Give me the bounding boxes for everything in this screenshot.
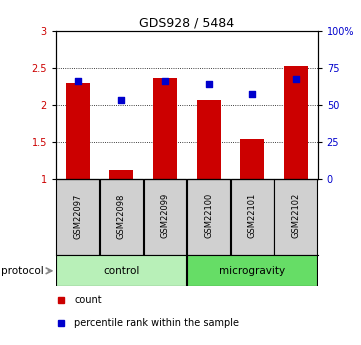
Point: [75, 78, 81, 83]
Bar: [56, 179, 99, 255]
Text: GSM22102: GSM22102: [291, 193, 300, 238]
Bar: [274, 179, 317, 255]
Text: percentile rank within the sample: percentile rank within the sample: [74, 318, 239, 327]
Bar: [100, 179, 143, 255]
Text: control: control: [103, 266, 140, 276]
Bar: [56, 255, 186, 286]
Text: GSM22100: GSM22100: [204, 193, 213, 238]
Bar: [109, 170, 133, 179]
Bar: [187, 179, 230, 255]
Bar: [144, 179, 186, 255]
Bar: [284, 66, 308, 179]
Point: [118, 97, 124, 103]
Bar: [197, 100, 221, 179]
Text: GSM22101: GSM22101: [248, 193, 257, 238]
Bar: [187, 255, 317, 286]
Text: GSM22097: GSM22097: [73, 193, 82, 238]
Bar: [66, 83, 90, 179]
Bar: [240, 139, 264, 179]
Text: GSM22098: GSM22098: [117, 193, 126, 238]
Text: microgravity: microgravity: [219, 266, 285, 276]
Point: [162, 78, 168, 83]
Bar: [153, 78, 177, 179]
Text: count: count: [74, 295, 102, 305]
Text: protocol: protocol: [1, 266, 43, 276]
Point: [249, 91, 255, 97]
Title: GDS928 / 5484: GDS928 / 5484: [139, 17, 234, 30]
Text: GSM22099: GSM22099: [161, 193, 170, 238]
Point: [206, 82, 212, 87]
Point: [293, 77, 299, 82]
Bar: [231, 179, 274, 255]
